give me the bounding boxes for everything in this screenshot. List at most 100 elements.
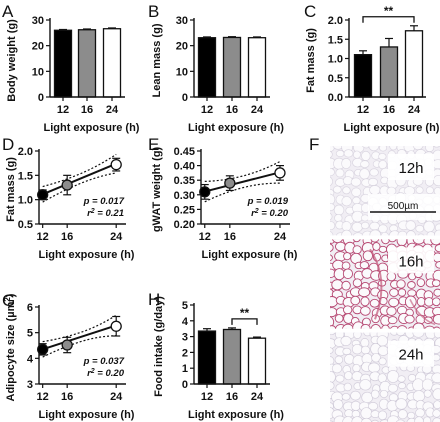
adipocyte bbox=[350, 177, 362, 187]
adipocyte bbox=[330, 146, 335, 152]
adipocyte bbox=[330, 296, 339, 308]
adipocyte bbox=[389, 325, 400, 329]
adipocyte bbox=[343, 149, 354, 158]
panel-g: G 3 4 5 6 12 16 24 Light exposure (h) Adipocyte s… bbox=[2, 291, 135, 421]
adipocyte bbox=[342, 347, 352, 356]
scale-bar-label: 500µm bbox=[388, 201, 419, 212]
adipocyte bbox=[344, 353, 355, 365]
adipocyte bbox=[369, 221, 380, 231]
adipocyte bbox=[387, 316, 398, 325]
significance-label: ** bbox=[384, 4, 394, 18]
adipocyte bbox=[359, 261, 370, 270]
bar-24 bbox=[102, 28, 122, 98]
y-tick-label: 0.35 bbox=[174, 175, 195, 187]
adipocyte bbox=[371, 353, 381, 363]
adipocyte bbox=[386, 186, 397, 196]
x-tick-label: 16 bbox=[226, 104, 238, 116]
stat-annotation: p = 0.017 bbox=[83, 196, 125, 207]
y-tick-label: 3 bbox=[27, 379, 33, 391]
adipocyte bbox=[330, 221, 336, 231]
adipocyte bbox=[330, 230, 334, 236]
adipocyte bbox=[397, 288, 407, 297]
y-tick-label: 0.40 bbox=[174, 161, 195, 173]
adipocyte bbox=[352, 239, 361, 243]
ci-lower-band bbox=[42, 172, 117, 203]
adipocyte bbox=[370, 323, 382, 329]
adipocyte bbox=[432, 252, 440, 263]
micrograph-tissue bbox=[315, 134, 440, 242]
y-axis-label: Fat mass (g) bbox=[305, 28, 317, 93]
bar-12 bbox=[53, 29, 73, 98]
adipocyte bbox=[330, 176, 333, 187]
adipocyte bbox=[361, 150, 371, 161]
adipocyte bbox=[412, 332, 425, 338]
adipocyte bbox=[395, 398, 408, 410]
time-label-box bbox=[388, 154, 434, 180]
adipocyte bbox=[415, 224, 425, 233]
adipocyte bbox=[414, 134, 423, 142]
adipocyte bbox=[388, 297, 400, 308]
adipocyte bbox=[343, 305, 353, 315]
adipocyte bbox=[352, 150, 361, 159]
adipocyte bbox=[369, 184, 381, 196]
y-tick-label: 20 bbox=[176, 41, 188, 53]
vessel bbox=[369, 248, 383, 320]
adipocyte bbox=[342, 268, 354, 279]
adipocyte bbox=[353, 332, 362, 339]
adipocyte bbox=[432, 388, 440, 400]
adipocyte bbox=[362, 250, 373, 262]
adipocyte bbox=[433, 332, 440, 339]
adipocyte bbox=[342, 416, 355, 422]
y-tick-label: 0.0 bbox=[328, 92, 343, 104]
adipocyte bbox=[368, 402, 379, 411]
significance-label: ** bbox=[240, 306, 250, 320]
adipocyte bbox=[407, 281, 416, 289]
adipocyte bbox=[318, 234, 326, 242]
y-tick-label: 2 bbox=[182, 347, 188, 359]
ci-lower-band bbox=[204, 182, 280, 203]
adipocyte bbox=[370, 389, 380, 399]
y-tick-label: 4 bbox=[182, 316, 189, 328]
x-tick-label: 24 bbox=[106, 104, 119, 116]
x-tick-label: 12 bbox=[201, 104, 213, 116]
stat-annotation: p = 0.037 bbox=[83, 356, 125, 367]
adipocyte bbox=[424, 325, 435, 329]
bar-24 bbox=[404, 30, 424, 98]
adipocyte bbox=[368, 177, 378, 186]
x-tick-label: 24 bbox=[408, 104, 421, 116]
adipocyte bbox=[330, 356, 335, 366]
adipocyte bbox=[315, 315, 324, 323]
ci-upper-band bbox=[42, 314, 117, 343]
adipocyte bbox=[397, 382, 407, 390]
adipocyte bbox=[423, 220, 435, 233]
adipocyte bbox=[415, 186, 424, 194]
adipocyte bbox=[351, 221, 363, 233]
adipocyte bbox=[317, 358, 325, 365]
adipocyte bbox=[369, 298, 380, 308]
adipocyte bbox=[378, 245, 388, 253]
data-point-16 bbox=[61, 339, 73, 351]
y-axis-label: Fat mass (g) bbox=[5, 157, 17, 222]
y-tick-label: 1.5 bbox=[18, 170, 33, 182]
adipocyte bbox=[378, 160, 388, 170]
bar-16 bbox=[77, 29, 97, 98]
adipocyte bbox=[360, 214, 370, 222]
y-tick-label: 30 bbox=[32, 15, 44, 27]
y-tick-label: 0 bbox=[38, 92, 44, 104]
bar-12 bbox=[353, 54, 373, 98]
adipocyte bbox=[352, 278, 362, 288]
adipocyte bbox=[330, 332, 336, 336]
y-tick-label: 0.45 bbox=[174, 146, 195, 158]
adipocyte bbox=[341, 196, 352, 207]
adipocyte bbox=[342, 186, 351, 195]
adipocyte bbox=[317, 196, 328, 206]
adipocyte bbox=[388, 239, 397, 243]
adipocyte bbox=[388, 230, 401, 236]
adipocyte bbox=[404, 314, 415, 324]
adipocyte bbox=[360, 160, 370, 168]
x-tick-label: 12 bbox=[37, 391, 49, 403]
adipocyte bbox=[315, 157, 326, 168]
adipocyte bbox=[414, 416, 424, 422]
x-tick-label: 24 bbox=[251, 104, 264, 116]
y-tick-label: 1.0 bbox=[18, 195, 33, 207]
